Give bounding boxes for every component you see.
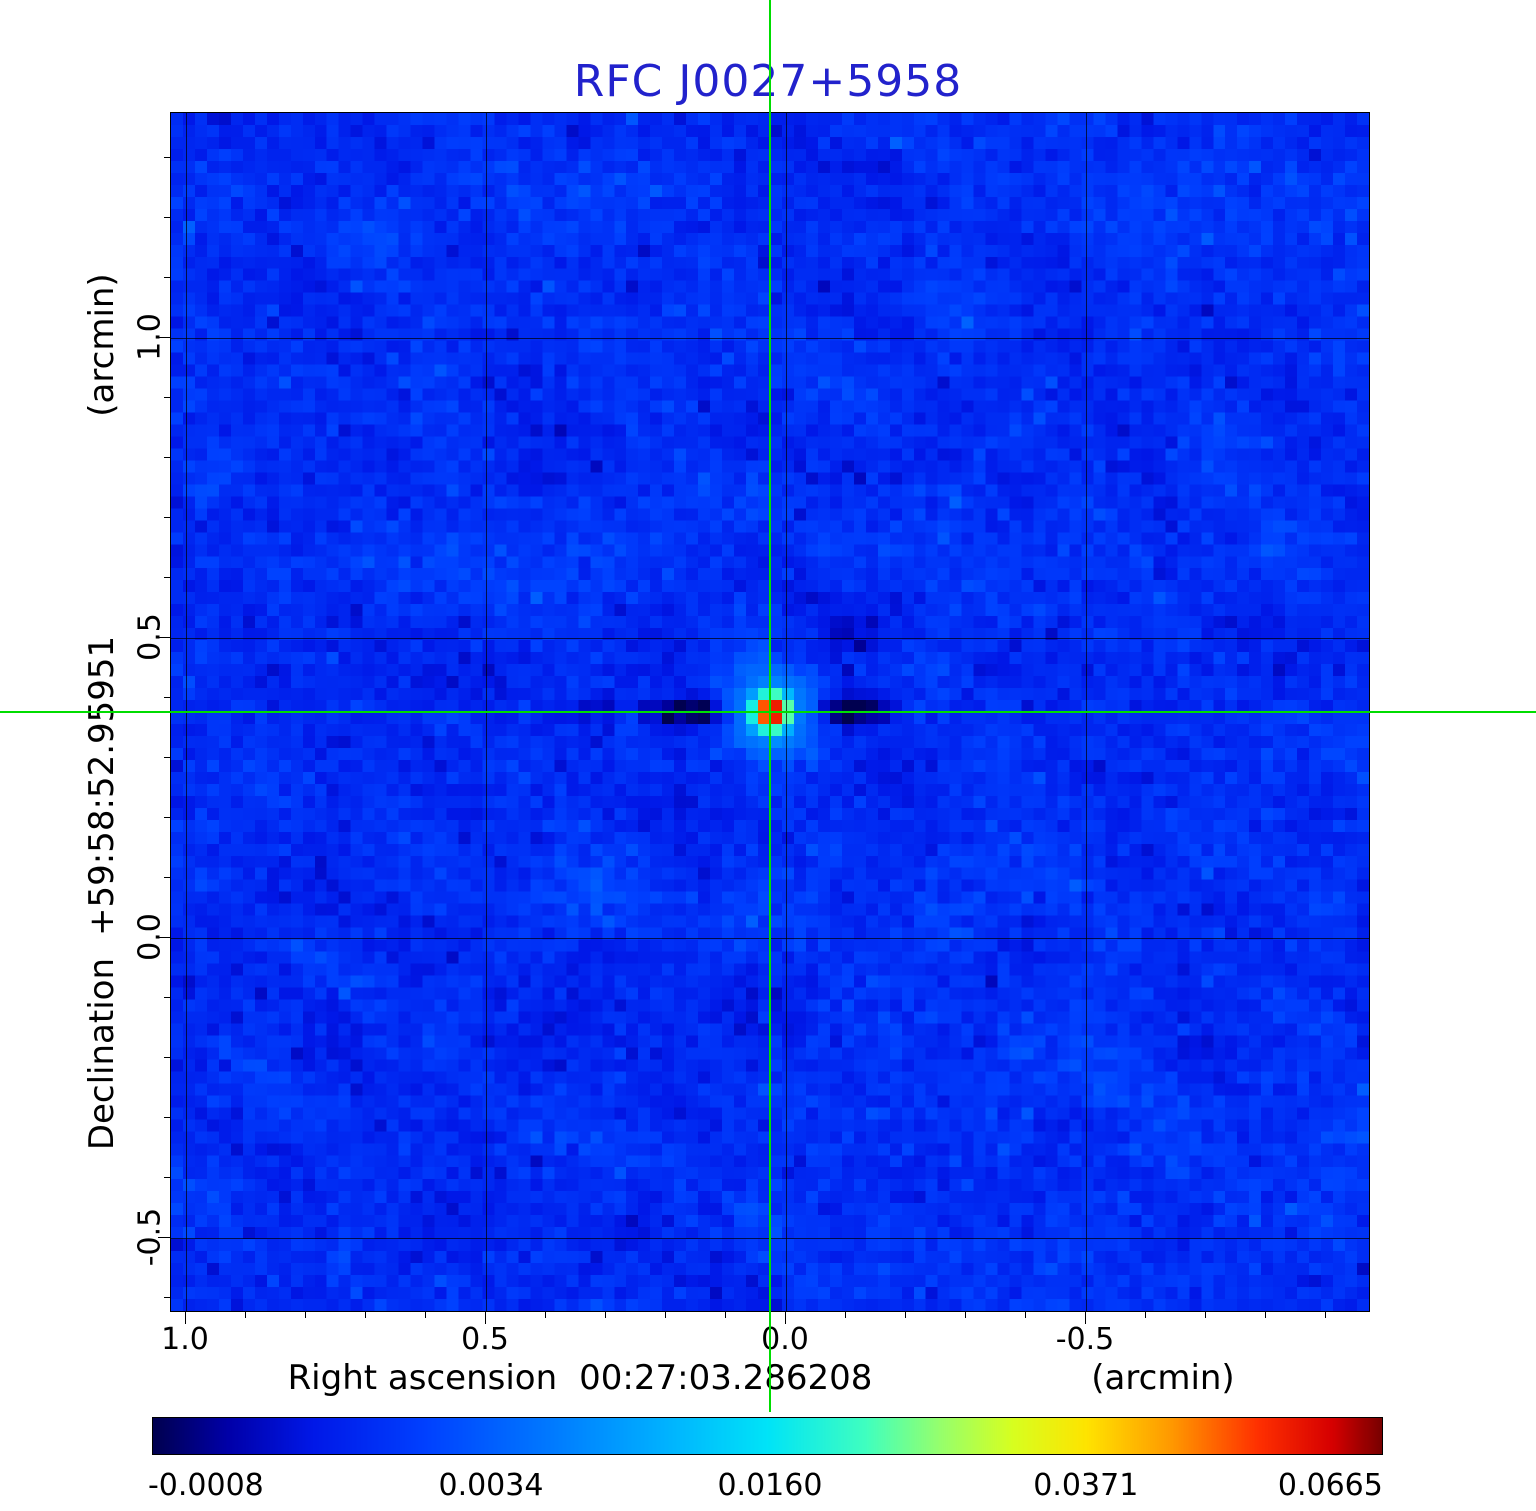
y-tick-label-1: 1.0	[132, 313, 168, 361]
y-minor-tick	[164, 1117, 170, 1118]
y-axis-unit-label: (arcmin)	[82, 273, 122, 417]
x-minor-tick	[1265, 1312, 1266, 1318]
y-minor-tick	[164, 277, 170, 278]
x-minor-tick	[545, 1312, 546, 1318]
y-tick-label--0.5: -0.5	[132, 1207, 168, 1267]
y-minor-tick	[164, 817, 170, 818]
x-minor-tick	[365, 1312, 366, 1318]
x-minor-tick	[845, 1312, 846, 1318]
y-major-tick	[158, 1237, 170, 1238]
x-minor-tick	[605, 1312, 606, 1318]
x-minor-tick	[1145, 1312, 1146, 1318]
y-axis-name: Declination	[82, 957, 122, 1151]
x-axis-coordinate: 00:27:03.286208	[579, 1358, 873, 1398]
x-major-tick	[1085, 1312, 1086, 1324]
y-tick-label-0: 0.0	[132, 913, 168, 961]
x-minor-tick	[305, 1312, 306, 1318]
x-tick-label--0.5: -0.5	[1055, 1322, 1115, 1357]
y-major-tick	[158, 937, 170, 938]
y-axis-coordinate: +59:58:52.95951	[82, 635, 122, 936]
x-minor-tick	[665, 1312, 666, 1318]
y-minor-tick	[164, 217, 170, 218]
y-minor-tick	[164, 457, 170, 458]
colorbar-gradient-canvas	[153, 1418, 1382, 1454]
y-minor-tick	[164, 157, 170, 158]
y-minor-tick	[164, 757, 170, 758]
colorbar-tick-label--0.0008: -0.0008	[147, 1468, 264, 1503]
colorbar	[152, 1417, 1383, 1455]
x-minor-tick	[1325, 1312, 1326, 1318]
y-minor-tick	[164, 1177, 170, 1178]
x-minor-tick	[1205, 1312, 1206, 1318]
y-minor-tick	[164, 517, 170, 518]
x-major-tick	[485, 1312, 486, 1324]
x-axis-unit-label: (arcmin)	[1091, 1358, 1235, 1398]
source-title: RFC J0027+5958	[573, 56, 963, 107]
colorbar-tick-label-0.0034: 0.0034	[438, 1468, 544, 1503]
x-tick-label-0.5: 0.5	[461, 1322, 509, 1357]
y-minor-tick	[164, 1057, 170, 1058]
y-minor-tick	[164, 1297, 170, 1298]
y-minor-tick	[164, 877, 170, 878]
y-tick-label-0.5: 0.5	[132, 613, 168, 661]
y-minor-tick	[164, 397, 170, 398]
colorbar-tick-label-0.0371: 0.0371	[1033, 1468, 1139, 1503]
x-minor-tick	[725, 1312, 726, 1318]
colorbar-tick-label-0.016: 0.0160	[717, 1468, 823, 1503]
colorbar-tick-label-0.0665: 0.0665	[1277, 1468, 1383, 1503]
x-tick-label-1: 1.0	[161, 1322, 209, 1357]
x-minor-tick	[905, 1312, 906, 1318]
x-major-tick	[185, 1312, 186, 1324]
x-major-tick	[785, 1312, 786, 1324]
y-minor-tick	[164, 577, 170, 578]
y-major-tick	[158, 337, 170, 338]
x-minor-tick	[965, 1312, 966, 1318]
x-minor-tick	[425, 1312, 426, 1318]
y-minor-tick	[164, 697, 170, 698]
y-major-tick	[158, 637, 170, 638]
x-axis-name: Right ascension	[287, 1358, 558, 1398]
y-minor-tick	[164, 997, 170, 998]
crosshair-horizontal-line	[0, 711, 1536, 713]
x-minor-tick	[245, 1312, 246, 1318]
crosshair-vertical-line	[769, 0, 771, 1412]
x-axis-label: Right ascension 00:27:03.286208	[288, 1358, 873, 1398]
x-minor-tick	[1025, 1312, 1026, 1318]
